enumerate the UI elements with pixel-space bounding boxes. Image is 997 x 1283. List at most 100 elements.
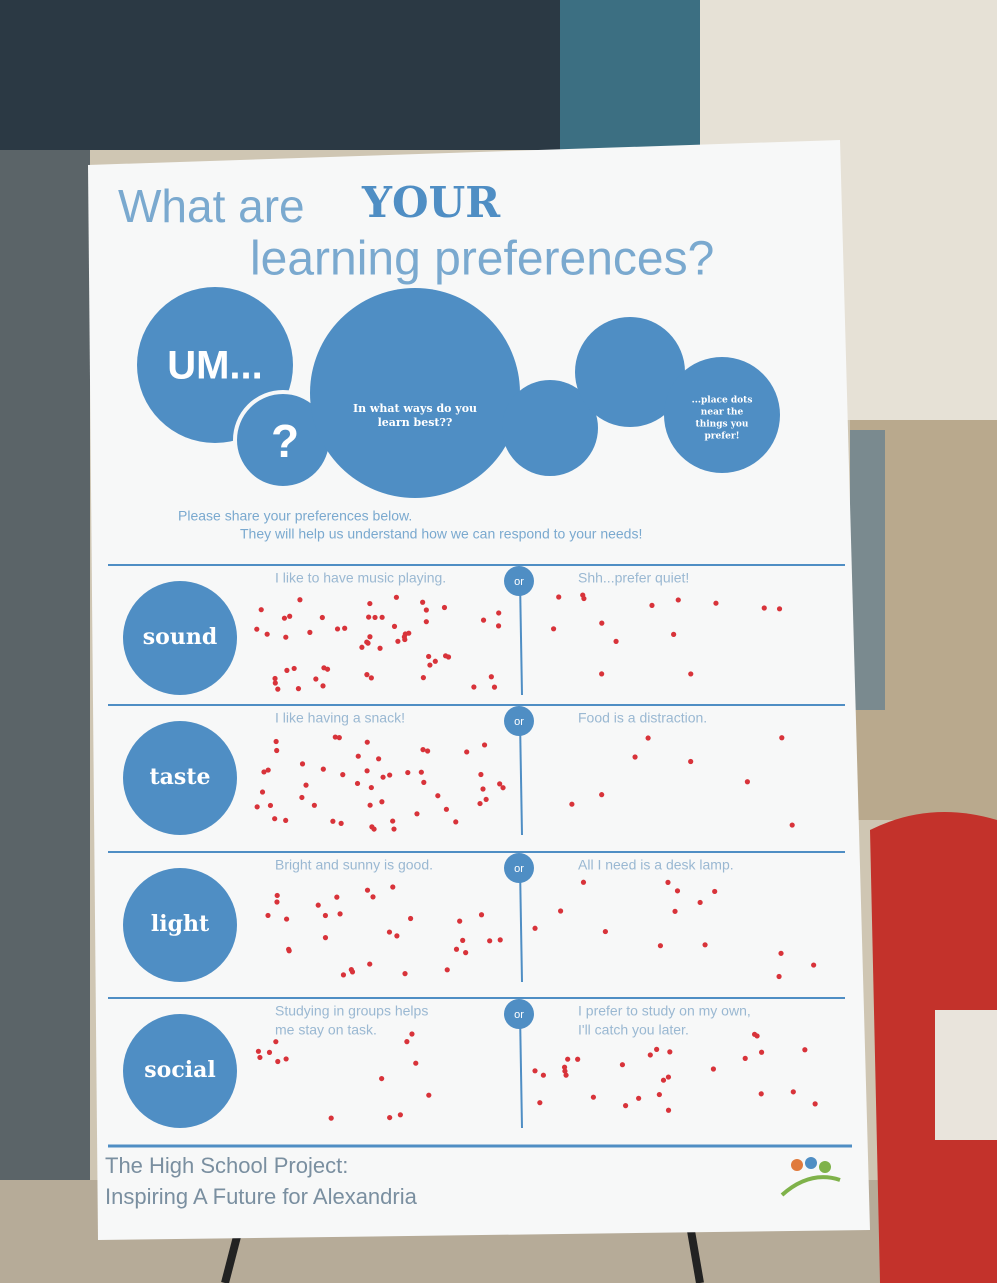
sticker-dot xyxy=(457,919,462,924)
sticker-dot xyxy=(409,1031,414,1036)
sticker-dot xyxy=(273,1039,278,1044)
sticker-dot xyxy=(613,639,618,644)
sticker-dot xyxy=(435,793,440,798)
sticker-dot xyxy=(364,768,369,773)
sticker-dot xyxy=(282,616,287,621)
sticker-dot xyxy=(405,770,410,775)
sticker-dot xyxy=(471,684,476,689)
sticker-dot xyxy=(274,748,279,753)
right-option: All I need is a desk lamp. xyxy=(578,857,734,873)
sticker-dot xyxy=(777,606,782,611)
sticker-dot xyxy=(307,630,312,635)
sticker-dot xyxy=(372,615,377,620)
bubble xyxy=(310,288,520,498)
sticker-dot xyxy=(591,1095,596,1100)
sticker-dot xyxy=(370,894,375,899)
left-option: Studying in groups helps xyxy=(275,1003,428,1019)
sticker-dot xyxy=(658,943,663,948)
sticker-dot xyxy=(460,938,465,943)
sticker-dot xyxy=(275,687,280,692)
sticker-dot xyxy=(541,1073,546,1078)
sticker-dot xyxy=(265,913,270,918)
sticker-dot xyxy=(371,826,376,831)
railing xyxy=(560,0,710,150)
bubble-dots: ...place dots xyxy=(692,396,753,406)
sticker-dot xyxy=(275,1059,280,1064)
sticker-dot xyxy=(481,618,486,623)
sticker-dot xyxy=(260,789,265,794)
sticker-dot xyxy=(369,675,374,680)
sticker-dot xyxy=(754,1033,759,1038)
sticker-dot xyxy=(391,826,396,831)
sticker-dot xyxy=(323,913,328,918)
sticker-dot xyxy=(413,1061,418,1066)
sticker-dot xyxy=(421,780,426,785)
sticker-dot xyxy=(676,597,681,602)
sticker-dot xyxy=(359,645,364,650)
title-lead: What are xyxy=(118,180,305,232)
sticker-dot xyxy=(778,951,783,956)
sticker-dot xyxy=(337,735,342,740)
sticker-dot xyxy=(369,785,374,790)
sticker-dot xyxy=(425,748,430,753)
sticker-dot xyxy=(497,781,502,786)
sticker-dot xyxy=(367,961,372,966)
sticker-dot xyxy=(402,637,407,642)
left-option: Bright and sunny is good. xyxy=(275,857,433,873)
sticker-dot xyxy=(366,614,371,619)
sticker-dot xyxy=(321,767,326,772)
sticker-dot xyxy=(489,674,494,679)
sticker-dot xyxy=(565,1057,570,1062)
sticker-dot xyxy=(688,759,693,764)
sticker-dot xyxy=(284,1056,289,1061)
sticker-dot xyxy=(419,770,424,775)
sticker-dot xyxy=(603,929,608,934)
sticker-dot xyxy=(445,967,450,972)
sticker-dot xyxy=(479,912,484,917)
sticker-dot xyxy=(420,747,425,752)
sticker-dot xyxy=(759,1050,764,1055)
sticker-dot xyxy=(759,1091,764,1096)
right-option: Shh...prefer quiet! xyxy=(578,570,689,586)
sticker-dot xyxy=(342,626,347,631)
sticker-dot xyxy=(712,889,717,894)
sticker-dot xyxy=(620,1062,625,1067)
sticker-dot xyxy=(477,801,482,806)
sticker-dot xyxy=(379,1076,384,1081)
sticker-dot xyxy=(424,607,429,612)
intro-line: Please share your preferences below. xyxy=(178,508,412,524)
sticker-dot xyxy=(646,735,651,740)
title-emphasis: YOUR xyxy=(361,178,501,227)
sticker-dot xyxy=(408,916,413,921)
sticker-dot xyxy=(558,908,563,913)
sticker-dot xyxy=(402,971,407,976)
left-option: I like to have music playing. xyxy=(275,570,446,586)
sticker-dot xyxy=(636,1096,641,1101)
left-wall xyxy=(0,150,90,1283)
sticker-dot xyxy=(404,1039,409,1044)
or-label: or xyxy=(514,716,524,728)
or-label: or xyxy=(514,863,524,875)
sticker-dot xyxy=(272,676,277,681)
sticker-dot xyxy=(265,632,270,637)
or-label: or xyxy=(514,1009,524,1021)
sticker-dot xyxy=(444,807,449,812)
sticker-dot xyxy=(654,1047,659,1052)
sticker-dot xyxy=(666,1074,671,1079)
sticker-dot xyxy=(713,601,718,606)
sticker-dot xyxy=(667,1049,672,1054)
sticker-dot xyxy=(394,595,399,600)
sticker-dot xyxy=(811,962,816,967)
sticker-dot xyxy=(454,947,459,952)
sticker-dot xyxy=(395,639,400,644)
sticker-dot xyxy=(312,803,317,808)
sticker-dot xyxy=(273,680,278,685)
sticker-dot xyxy=(433,659,438,664)
sticker-dot xyxy=(424,619,429,624)
sticker-dot xyxy=(442,605,447,610)
sticker-dot xyxy=(688,671,693,676)
sticker-dot xyxy=(711,1066,716,1071)
sticker-dot xyxy=(623,1103,628,1108)
sticker-dot xyxy=(259,607,264,612)
sticker-dot xyxy=(762,605,767,610)
